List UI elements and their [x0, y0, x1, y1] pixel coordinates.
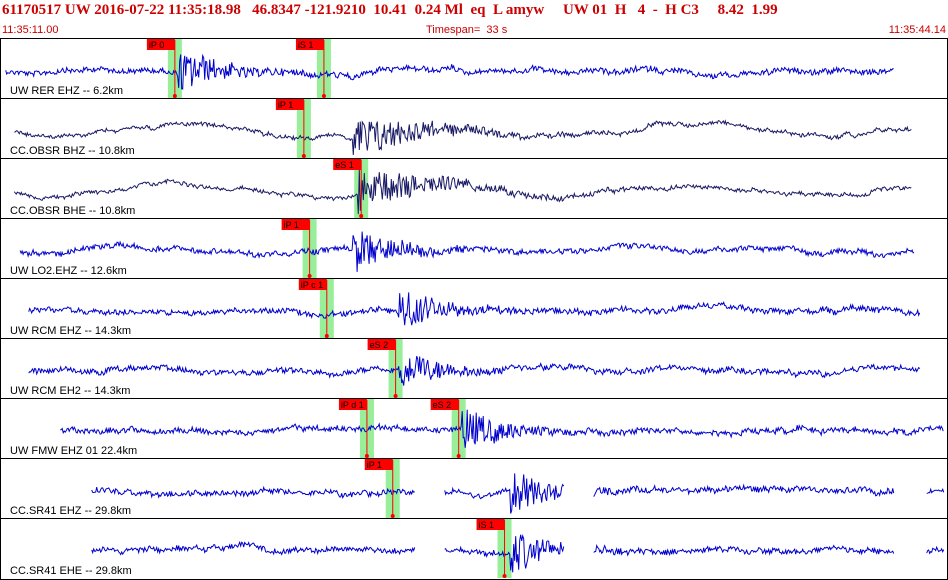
pick-marker: [502, 574, 507, 578]
pick-marker: [321, 94, 326, 98]
pick-label: iP 1: [278, 100, 293, 110]
trace-2: iP 1 CC.OBSR BHZ -- 10.8km: [0, 98, 948, 158]
trace-6: eS 2 UW RCM EH2 -- 14.3km: [0, 338, 948, 398]
event-header: 61170517 UW 2016-07-22 11:35:18.98 46.83…: [0, 0, 948, 40]
pick-flag: [295, 39, 324, 50]
waveform: [28, 292, 921, 326]
waveform: [13, 169, 912, 215]
pick-marker: [172, 94, 177, 98]
trace-3: eS 1 CC.OBSR BHE -- 10.8km: [0, 158, 948, 218]
pick-label: iP c 1: [301, 280, 323, 290]
pick-marker: [301, 154, 306, 158]
pick-flag: [298, 279, 327, 290]
trace-9: iS 1 CC.SR41 EHE -- 29.8km: [0, 518, 948, 578]
trace-8: iP 1 CC.SR41 EHZ -- 29.8km: [0, 458, 948, 518]
trace-4: iP 1 UW LO2.EHZ -- 12.6km: [0, 218, 948, 278]
pick-flag: [275, 99, 304, 110]
pick-flag: [333, 159, 362, 170]
station-label: UW RER EHZ -- 6.2km: [10, 85, 123, 97]
station-label: CC.SR41 EHE -- 29.8km: [10, 565, 132, 577]
station-label: UW FMW EHZ 01 22.4km: [10, 445, 137, 457]
seismogram-panel[interactable]: iP 0 iS 1 UW RER EHZ -- 6.2km iP 1 CC.OBSR B…: [0, 38, 948, 580]
trace-1: iP 0 iS 1 UW RER EHZ -- 6.2km: [5, 39, 894, 98]
pick-label: iP d 1: [341, 400, 364, 410]
pick-flag: [338, 399, 367, 410]
pick-label: eS 2: [370, 340, 389, 350]
station-label: UW RCM EHZ -- 14.3km: [10, 325, 131, 337]
waveform: [19, 231, 915, 272]
pick-marker: [390, 514, 395, 518]
waveform: [28, 356, 921, 386]
pick-marker: [324, 334, 329, 338]
waveform: [91, 473, 945, 514]
pick-flag: [364, 459, 393, 470]
trace-5: iP c 1 UW RCM EHZ -- 14.3km: [0, 278, 948, 338]
waveform: [60, 409, 944, 448]
start-time: 11:35:11.00: [2, 24, 59, 36]
pick-label: eS 1: [335, 160, 354, 170]
pick-flag: [476, 519, 505, 530]
waveform: [14, 119, 912, 156]
pick-label: iP 1: [284, 220, 299, 230]
pick-marker: [364, 454, 369, 458]
event-title: 61170517 UW 2016-07-22 11:35:18.98 46.83…: [2, 2, 778, 18]
timespan-label: Timespan= 33 s: [426, 24, 508, 36]
station-label: CC.OBSR BHZ -- 10.8km: [10, 145, 135, 157]
trace-7: iP d 1 eS 2 UW FMW EHZ 01 22.4km: [0, 398, 948, 458]
pick-label: iP 1: [367, 460, 382, 470]
pick-label: iS 1: [298, 40, 314, 50]
pick-flag: [367, 339, 396, 350]
station-label: UW LO2.EHZ -- 12.6km: [10, 265, 127, 277]
waveform: [5, 53, 894, 90]
pick-flag: [146, 39, 175, 50]
pick-marker: [359, 214, 364, 218]
pick-marker: [456, 454, 461, 458]
pick-label: eS 2: [433, 400, 452, 410]
end-time: 11:35:44.14: [888, 24, 946, 36]
waveform: [91, 533, 945, 573]
pick-flag: [281, 219, 310, 230]
pick-marker: [393, 394, 398, 398]
station-label: CC.SR41 EHZ -- 29.8km: [10, 505, 131, 517]
station-label: CC.OBSR BHE -- 10.8km: [10, 205, 135, 217]
pick-marker: [307, 274, 312, 278]
pick-flag: [430, 399, 459, 410]
station-label: UW RCM EH2 -- 14.3km: [10, 385, 130, 397]
pick-label: iS 1: [479, 520, 495, 530]
pick-label: iP 0: [149, 40, 164, 50]
